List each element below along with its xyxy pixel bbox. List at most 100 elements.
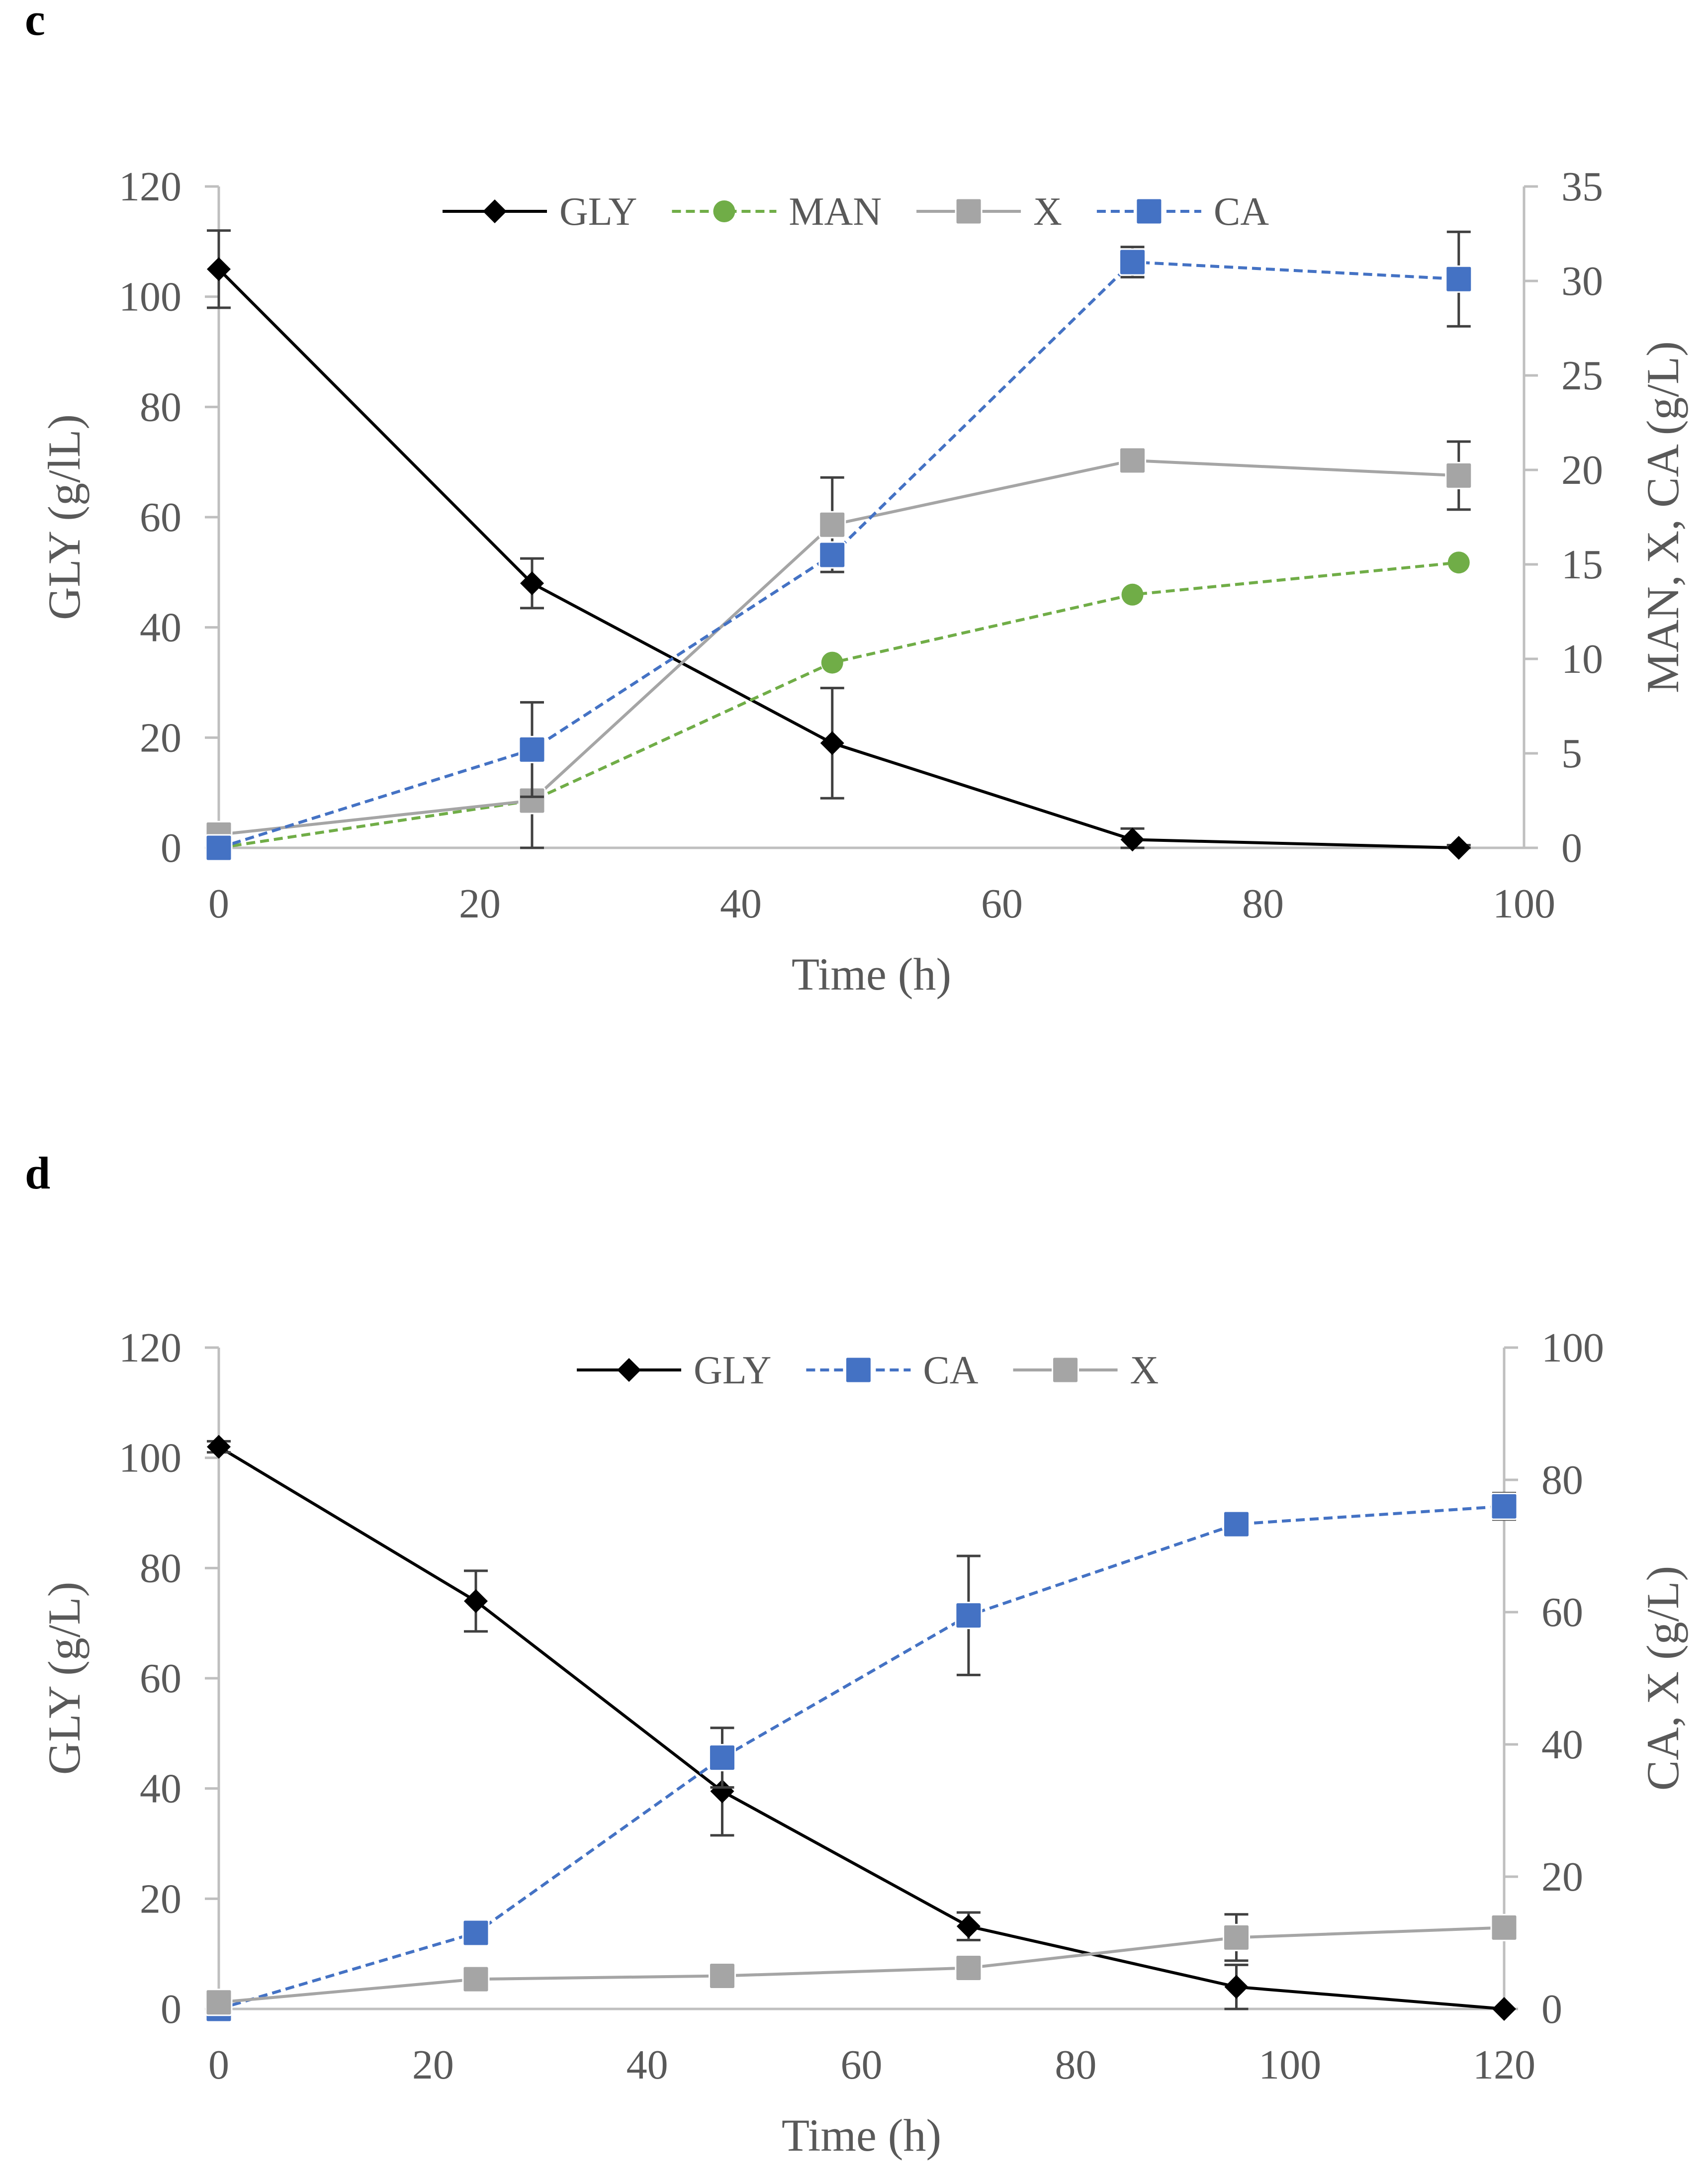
data-point-x — [955, 1954, 983, 1982]
data-point-x — [818, 511, 846, 539]
legend: GLY CA X — [577, 1349, 1159, 1392]
legend-label-gly: GLY — [694, 1349, 771, 1392]
data-point-gly — [207, 1435, 231, 1459]
right-axis-tick-label: 30 — [1561, 258, 1603, 304]
x-axis-tick-label: 120 — [1473, 2042, 1535, 2088]
panel-label-d: d — [25, 1148, 50, 1198]
legend-label-gly: GLY — [559, 190, 637, 234]
panel-label-c: c — [25, 0, 45, 45]
data-point-gly — [464, 1589, 488, 1613]
right-axis-tick-label: 15 — [1561, 542, 1603, 588]
legend-marker-gly — [483, 199, 507, 223]
legend-marker-man — [713, 200, 735, 222]
data-point-x — [205, 1989, 233, 2016]
right-axis-tick-label: 5 — [1561, 730, 1582, 777]
data-point-x — [462, 1965, 490, 1993]
data-point-gly — [820, 731, 844, 755]
data-point-man — [1121, 583, 1144, 606]
legend-marker-x — [1052, 1356, 1079, 1384]
x-axis-title: Time (h) — [792, 949, 951, 1000]
legend-label-x: X — [1033, 190, 1062, 234]
data-point-ca — [205, 834, 233, 862]
data-point-gly — [1224, 1975, 1249, 1999]
data-point-gly — [1120, 827, 1145, 852]
chart-panel-c: c 0 20 40 60 80 100 120 0 5 10 15 20 25 30 35 0 20 40 60 80… — [25, 0, 1688, 1000]
x-axis-tick-label: 20 — [459, 881, 501, 927]
x-axis-tick-label: 0 — [208, 2042, 229, 2088]
data-point-ca — [1222, 1510, 1250, 1538]
x-axis-tick-label: 100 — [1259, 2042, 1321, 2088]
left-axis-tick-label: 80 — [140, 384, 181, 430]
data-point-gly — [520, 571, 544, 595]
data-point-ca — [518, 735, 546, 763]
right-axis-tick-label: 0 — [1541, 1986, 1562, 2032]
legend-label-ca: CA — [1214, 190, 1269, 234]
data-point-gly — [956, 1914, 981, 1938]
series-x — [205, 440, 1473, 849]
left-axis-tick-label: 100 — [119, 274, 181, 320]
legend-label-man: MAN — [789, 190, 882, 234]
data-point-man — [821, 651, 843, 674]
data-point-gly — [1492, 1997, 1516, 2021]
right-axis-tick-label: 25 — [1561, 353, 1603, 399]
data-point-x — [1490, 1913, 1518, 1941]
left-axis-tick-label: 60 — [140, 494, 181, 541]
x-axis-title: Time (h) — [782, 2110, 941, 2161]
x-axis-tick-label: 0 — [208, 881, 229, 927]
left-axis-title: GLY (g/lL) — [39, 414, 90, 620]
x-axis-tick-label: 60 — [841, 2042, 883, 2088]
series-line-gly — [218, 1445, 1505, 2010]
data-point-ca — [955, 1602, 983, 1630]
right-axis-tick-label: 100 — [1541, 1325, 1604, 1371]
data-point-x — [1119, 447, 1146, 474]
series-ca — [205, 1492, 1518, 2023]
left-axis-tick-label: 60 — [140, 1655, 181, 1702]
data-point-x — [708, 1962, 736, 1990]
data-point-ca — [462, 1919, 490, 1947]
data-point-man — [1447, 551, 1470, 574]
series-x — [205, 1913, 1518, 2016]
x-axis-tick-label: 80 — [1242, 881, 1284, 927]
data-point-gly — [207, 257, 231, 281]
right-axis-tick-label: 40 — [1541, 1722, 1583, 1768]
series-line-x — [218, 1926, 1505, 2004]
right-axis-tick-label: 20 — [1561, 447, 1603, 493]
right-axis-tick-label: 60 — [1541, 1589, 1583, 1636]
right-axis-tick-label: 80 — [1541, 1457, 1583, 1503]
right-axis-tick-label: 0 — [1561, 825, 1582, 871]
legend-marker-ca — [1135, 197, 1163, 225]
x-axis-tick-label: 40 — [627, 2042, 668, 2088]
series-line-ca — [218, 1505, 1505, 2010]
data-point-ca — [1119, 248, 1146, 276]
left-axis-tick-label: 80 — [140, 1545, 181, 1591]
x-axis-tick-label: 100 — [1493, 881, 1555, 927]
legend-marker-gly — [617, 1358, 641, 1382]
series-man — [208, 551, 1470, 859]
left-axis-tick-label: 120 — [119, 1325, 181, 1371]
data-point-x — [1445, 461, 1473, 489]
x-axis-tick-label: 40 — [720, 881, 762, 927]
right-axis-tick-label: 20 — [1541, 1854, 1583, 1900]
series-gly — [207, 229, 1471, 860]
x-axis-tick-label: 60 — [981, 881, 1023, 927]
left-axis-title: GLY (g/L) — [39, 1582, 90, 1775]
right-axis-title: MAN, X, CA (g/L) — [1637, 341, 1688, 693]
x-axis-tick-label: 80 — [1055, 2042, 1096, 2088]
left-axis-tick-label: 20 — [140, 1876, 181, 1922]
left-axis-tick-label: 40 — [140, 605, 181, 651]
data-point-gly — [710, 1779, 734, 1804]
data-point-ca — [708, 1744, 736, 1772]
legend-marker-x — [955, 197, 983, 225]
data-point-ca — [1445, 265, 1473, 293]
legend-label-x: X — [1130, 1349, 1159, 1392]
series-line-man — [218, 561, 1459, 849]
left-axis-tick-label: 0 — [161, 825, 181, 871]
series-ca — [205, 230, 1473, 862]
right-axis-tick-label: 35 — [1561, 164, 1603, 210]
left-axis-tick-label: 120 — [119, 164, 181, 210]
left-axis-tick-label: 40 — [140, 1766, 181, 1812]
left-axis-tick-label: 20 — [140, 715, 181, 761]
x-axis-tick-label: 20 — [412, 2042, 454, 2088]
